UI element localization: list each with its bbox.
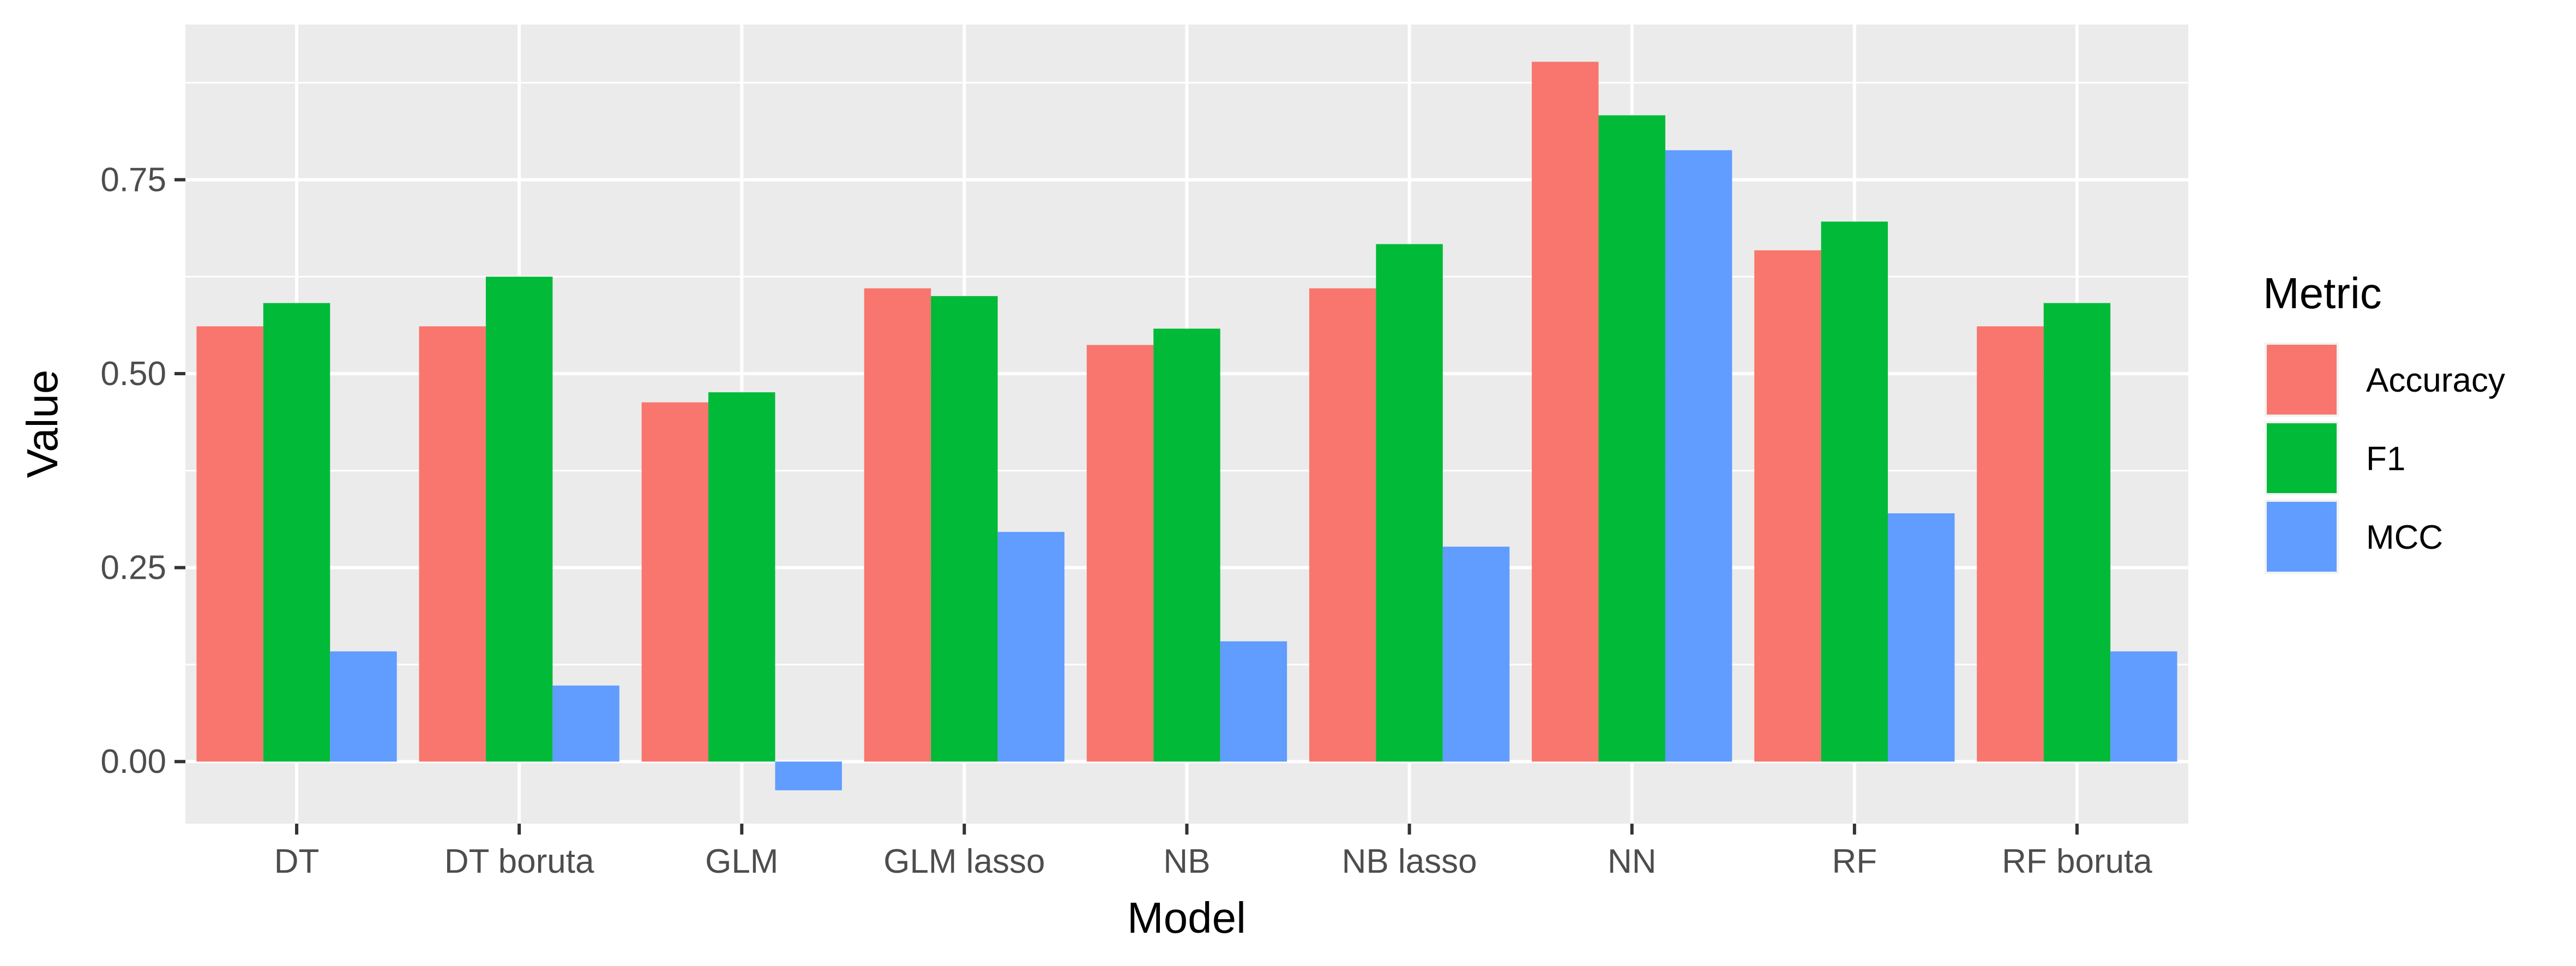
bar-mcc-nn bbox=[1665, 150, 1732, 762]
x-tick-label: RF bbox=[1832, 843, 1877, 880]
bar-mcc-nb-lasso bbox=[1442, 547, 1510, 762]
legend-key-accuracy bbox=[2267, 345, 2337, 415]
bar-mcc-glm bbox=[775, 761, 842, 790]
bar-accuracy-rf bbox=[1754, 250, 1821, 762]
bar-mcc-rf bbox=[1888, 513, 1955, 762]
legend: Metric Accuracy F1 MCC bbox=[2263, 269, 2505, 574]
x-tick-label: RF boruta bbox=[2002, 843, 2152, 880]
bar-accuracy-nb bbox=[1086, 345, 1154, 762]
legend-title: Metric bbox=[2263, 269, 2382, 317]
bar-accuracy-nb-lasso bbox=[1309, 288, 1376, 762]
x-axis: DT DT boruta GLM GLM lasso NB NB lasso NN RF RF … bbox=[274, 824, 2152, 880]
bar-f1-dt-boruta bbox=[485, 277, 553, 762]
bar-mcc-glm-lasso bbox=[997, 532, 1065, 762]
x-tick-label: DT boruta bbox=[444, 843, 594, 880]
y-tick-label: 0.00 bbox=[100, 743, 166, 781]
legend-key-mcc bbox=[2267, 502, 2337, 572]
bar-accuracy-glm bbox=[641, 402, 709, 762]
bar-accuracy-glm-lasso bbox=[864, 288, 931, 762]
bars-group bbox=[196, 62, 2177, 790]
y-axis: 0.00 0.25 0.50 0.75 bbox=[100, 161, 185, 781]
y-tick-label: 0.50 bbox=[100, 355, 166, 393]
x-tick-label: NB lasso bbox=[1342, 843, 1477, 880]
x-tick-label: GLM bbox=[705, 843, 778, 880]
bar-f1-nb bbox=[1153, 328, 1220, 762]
y-tick-label: 0.25 bbox=[100, 549, 166, 587]
bar-f1-dt bbox=[263, 303, 330, 762]
bar-mcc-nb bbox=[1220, 641, 1287, 762]
bar-mcc-dt bbox=[330, 651, 397, 762]
bar-accuracy-rf-boruta bbox=[1977, 326, 2044, 762]
legend-label-mcc: MCC bbox=[2366, 519, 2443, 556]
x-tick-label: DT bbox=[274, 843, 320, 880]
bar-f1-glm-lasso bbox=[931, 296, 998, 762]
legend-key-f1 bbox=[2267, 423, 2337, 493]
legend-label-accuracy: Accuracy bbox=[2366, 362, 2505, 399]
x-axis-title: Model bbox=[1127, 893, 1246, 942]
bar-f1-nn bbox=[1598, 115, 1665, 762]
legend-label-f1: F1 bbox=[2366, 440, 2405, 478]
bar-mcc-dt-boruta bbox=[552, 685, 619, 762]
bar-f1-nb-lasso bbox=[1376, 244, 1443, 762]
bar-accuracy-nn bbox=[1532, 62, 1599, 762]
bar-mcc-rf-boruta bbox=[2110, 651, 2177, 762]
y-tick-label: 0.75 bbox=[100, 161, 166, 199]
bar-accuracy-dt-boruta bbox=[419, 326, 486, 762]
bar-f1-glm bbox=[708, 392, 775, 762]
y-axis-title: Value bbox=[18, 370, 67, 478]
bar-f1-rf-boruta bbox=[2043, 303, 2111, 762]
bar-accuracy-dt bbox=[196, 326, 263, 762]
x-tick-label: GLM lasso bbox=[883, 843, 1045, 880]
x-tick-label: NN bbox=[1608, 843, 1657, 880]
bar-f1-rf bbox=[1821, 221, 1888, 762]
x-tick-label: NB bbox=[1163, 843, 1210, 880]
